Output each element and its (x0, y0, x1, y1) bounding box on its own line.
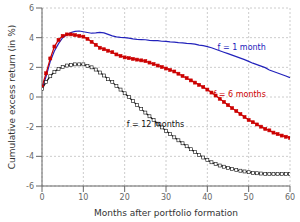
svg-text:10: 10 (78, 193, 88, 202)
svg-text:30: 30 (161, 193, 171, 202)
svg-text:4: 4 (29, 34, 34, 43)
svg-text:40: 40 (202, 193, 212, 202)
svg-text:20: 20 (120, 193, 130, 202)
svg-text:0: 0 (29, 93, 34, 102)
svg-text:f = 12 months: f = 12 months (127, 120, 184, 129)
svg-text:f = 6 months: f = 6 months (213, 90, 265, 99)
svg-text:-6: -6 (26, 182, 34, 191)
svg-text:60: 60 (285, 193, 295, 202)
svg-text:Cumulative excess return (in %: Cumulative excess return (in %) (7, 25, 17, 170)
svg-text:-2: -2 (26, 123, 34, 132)
svg-text:50: 50 (244, 193, 254, 202)
svg-text:Months after portfolio formati: Months after portfolio formation (94, 208, 238, 218)
svg-text:0: 0 (39, 193, 44, 202)
svg-text:6: 6 (29, 4, 34, 13)
svg-text:-4: -4 (26, 152, 34, 161)
svg-text:2: 2 (29, 63, 34, 72)
svg-text:f = 1 month: f = 1 month (218, 43, 266, 52)
